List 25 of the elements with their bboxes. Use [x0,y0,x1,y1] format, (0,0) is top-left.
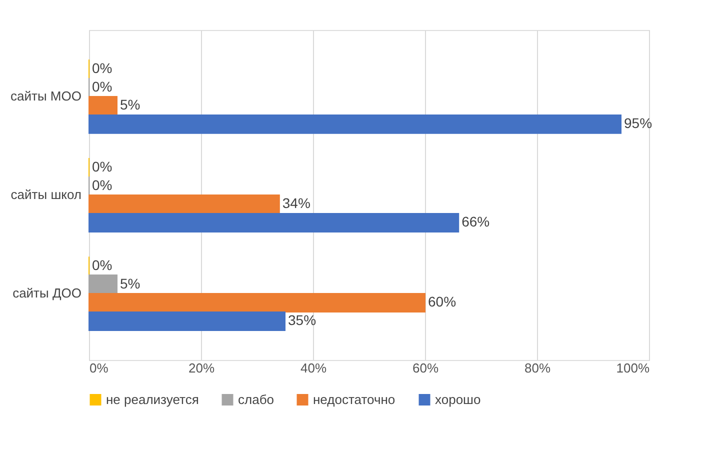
data-label: 0% [92,256,112,273]
x-tick-label: 40% [300,360,327,376]
x-tick-label: 80% [524,360,551,376]
legend-label: слабо [238,392,274,407]
data-label: 0% [92,158,112,174]
data-label: 60% [428,294,456,310]
x-tick-label: 60% [412,360,439,376]
data-label: 95% [624,115,652,132]
legend-label: не реализуется [106,392,199,407]
x-tick-label: 0% [90,360,109,376]
x-tick-label: 20% [188,360,215,376]
data-label: 5% [120,275,140,292]
data-label: 35% [288,312,316,328]
data-label: 5% [120,96,140,113]
data-label: 66% [462,214,490,230]
data-label: 0% [92,60,112,76]
data-label: 0% [92,176,112,193]
y-tick-label: сайты МОО [10,88,82,104]
data-label: 34% [282,195,310,212]
legend-label: хорошо [435,392,481,407]
y-tick-label: сайты школ [10,187,82,202]
legend-label: недостаточно [313,392,396,407]
y-tick-label: сайты ДОО [12,286,82,301]
data-label: 0% [92,78,112,94]
x-tick-label: 100% [616,360,650,376]
